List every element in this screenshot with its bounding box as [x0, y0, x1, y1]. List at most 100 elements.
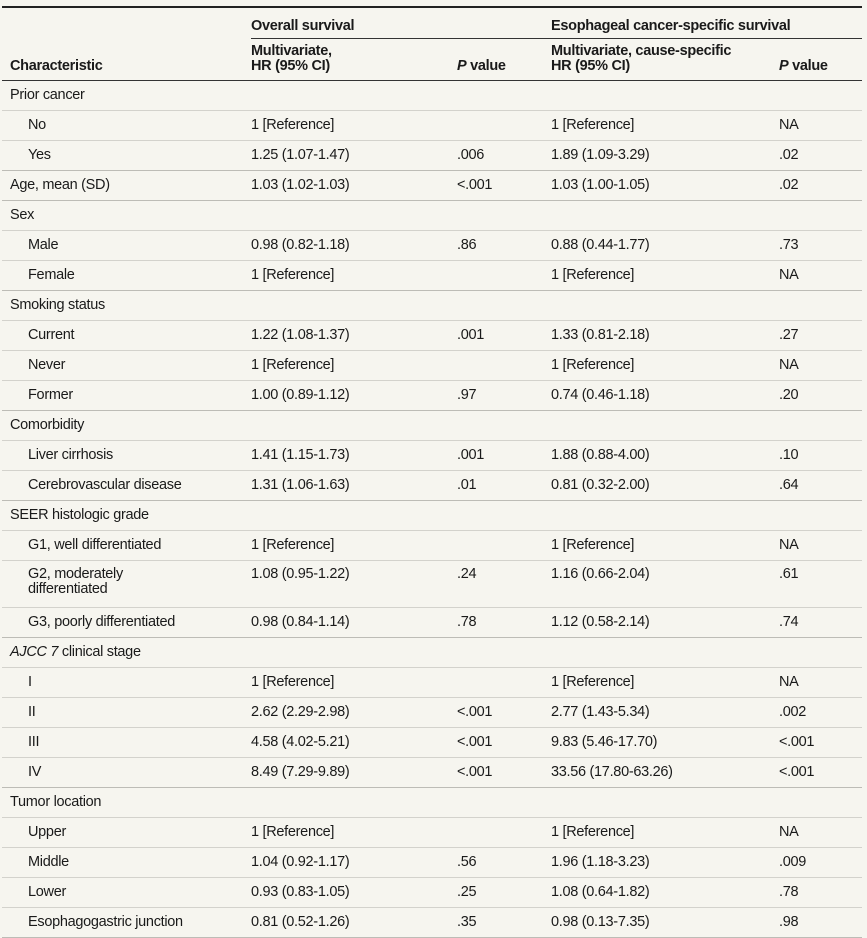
os-p-cell: .24	[457, 560, 551, 608]
characteristic-cell: G1, well differentiated	[2, 530, 251, 561]
overall-survival-header: Overall survival	[251, 18, 355, 34]
ecss-p-cell: .78	[779, 877, 862, 908]
ecss-p-cell	[779, 200, 862, 231]
ecss-p-header: P value	[779, 38, 862, 81]
os-p-header: P value	[457, 38, 551, 81]
characteristic-cell: Liver cirrhosis	[2, 440, 251, 471]
os-hr-cell: 1.03 (1.02-1.03)	[251, 170, 457, 201]
os-hr-cell: 1 [Reference]	[251, 817, 457, 848]
os-p-cell: .86	[457, 230, 551, 261]
characteristic-header: Characteristic	[2, 38, 251, 81]
characteristic-cell: SEER histologic grade	[2, 500, 251, 531]
os-hr-cell	[251, 787, 457, 818]
table-row: Cerebrovascular disease 1.31 (1.06-1.63).…	[2, 470, 862, 501]
os-hr-cell: 0.98 (0.84-1.14)	[251, 607, 457, 638]
table-row: II 2.62 (2.29-2.98) <.001 2.77 (1.43-5.34).…	[2, 697, 862, 728]
table-row: Middle 1.04 (0.92-1.17) .56 1.96 (1.18-3.23…	[2, 847, 862, 878]
os-p-cell	[457, 787, 551, 818]
characteristic-cell: Cerebrovascular disease	[2, 470, 251, 501]
ecss-hr-cell: 1.12 (0.58-2.14)	[551, 607, 779, 638]
table-row: Lower 0.93 (0.83-1.05) .25 1.08 (0.64-1.82)…	[2, 877, 862, 908]
ecss-p-cell: <.001	[779, 757, 862, 788]
ecss-hr-cell	[551, 410, 779, 441]
os-hr-cell	[251, 410, 457, 441]
os-hr-cell: 1 [Reference]	[251, 350, 457, 381]
ecss-hr-cell: 1 [Reference]	[551, 350, 779, 381]
ecss-hr-cell	[551, 787, 779, 818]
os-p-cell	[457, 817, 551, 848]
os-p-cell: .97	[457, 380, 551, 411]
ecss-hr-cell: 1.03 (1.00-1.05)	[551, 170, 779, 201]
table-row: G2, moderately differentiated 1.08 (0.95-…	[2, 560, 862, 608]
characteristic-cell: Female	[2, 260, 251, 291]
ecss-hr-cell: 1.33 (0.81-2.18)	[551, 320, 779, 351]
ecss-p-cell: NA	[779, 350, 862, 381]
table-row: Yes 1.25 (1.07-1.47) .006 1.89 (1.09-3.29).…	[2, 140, 862, 171]
ecss-hr-cell: 1.16 (0.66-2.04)	[551, 560, 779, 608]
os-p-cell: <.001	[457, 170, 551, 201]
table-row: G3, poorly differentiated 0.98 (0.84-1.14…	[2, 607, 862, 638]
ecss-hr-cell: 1.96 (1.18-3.23)	[551, 847, 779, 878]
group-header-row: Comorbidity	[2, 410, 862, 441]
os-p-cell	[457, 110, 551, 141]
os-hr-cell	[251, 637, 457, 668]
os-hr-cell	[251, 290, 457, 321]
table-row: Current 1.22 (1.08-1.37) .001 1.33 (0.81-2.…	[2, 320, 862, 351]
os-hr-cell: 1 [Reference]	[251, 667, 457, 698]
characteristic-cell: Tumor location	[2, 787, 251, 818]
table-row: Upper 1 [Reference] 1 [Reference] NA	[2, 817, 862, 848]
ecss-p-cell: .02	[779, 140, 862, 171]
characteristic-cell: Yes	[2, 140, 251, 171]
table-row: Esophagogastric junction 0.81 (0.52-1.26)…	[2, 907, 862, 938]
characteristic-cell: AJCC 7 clinical stage	[2, 637, 251, 668]
os-p-cell	[457, 290, 551, 321]
os-hr-cell: 1.08 (0.95-1.22)	[251, 560, 457, 608]
ecss-hr-cell: 0.81 (0.32-2.00)	[551, 470, 779, 501]
ecss-p-cell: .009	[779, 847, 862, 878]
os-hr-cell: 0.98 (0.82-1.18)	[251, 230, 457, 261]
group-header-row: Tumor location	[2, 787, 862, 818]
os-p-cell: .78	[457, 607, 551, 638]
os-p-cell: .006	[457, 140, 551, 171]
os-hr-cell: 1.00 (0.89-1.12)	[251, 380, 457, 411]
ecss-hr-cell: 0.74 (0.46-1.18)	[551, 380, 779, 411]
ecss-p-cell: NA	[779, 817, 862, 848]
ecss-hr-cell: 0.98 (0.13-7.35)	[551, 907, 779, 938]
os-hr-cell: 1.04 (0.92-1.17)	[251, 847, 457, 878]
characteristic-cell: Prior cancer	[2, 80, 251, 111]
characteristic-cell: Lower	[2, 877, 251, 908]
ecss-p-cell: NA	[779, 110, 862, 141]
os-hr-cell	[251, 500, 457, 531]
os-p-cell	[457, 80, 551, 111]
ecss-p-cell	[779, 637, 862, 668]
table-row: No 1 [Reference] 1 [Reference] NA	[2, 110, 862, 141]
os-p-cell	[457, 200, 551, 231]
characteristic-cell: Upper	[2, 817, 251, 848]
ecss-hr-cell: 2.77 (1.43-5.34)	[551, 697, 779, 728]
ecss-hr-cell: 1 [Reference]	[551, 530, 779, 561]
os-p-cell	[457, 667, 551, 698]
ecss-p-cell: .61	[779, 560, 862, 608]
characteristic-cell: Sex	[2, 200, 251, 231]
group-header-row: Sex	[2, 200, 862, 231]
os-hr-cell: 1.22 (1.08-1.37)	[251, 320, 457, 351]
os-hr-cell	[251, 200, 457, 231]
os-hr-cell: 4.58 (4.02-5.21)	[251, 727, 457, 758]
characteristic-cell: Current	[2, 320, 251, 351]
os-hr-cell: 1 [Reference]	[251, 260, 457, 291]
os-p-cell	[457, 410, 551, 441]
table-row: G1, well differentiated 1 [Reference] 1 [R…	[2, 530, 862, 561]
ecss-hr-cell: 1 [Reference]	[551, 260, 779, 291]
os-p-cell	[457, 637, 551, 668]
table-row: Liver cirrhosis 1.41 (1.15-1.73) .001 1.88 …	[2, 440, 862, 471]
ecss-p-cell	[779, 290, 862, 321]
os-p-cell: .001	[457, 440, 551, 471]
group-header-row: SEER histologic grade	[2, 500, 862, 531]
ecss-p-cell: .64	[779, 470, 862, 501]
os-p-cell	[457, 350, 551, 381]
characteristic-cell: Former	[2, 380, 251, 411]
ecss-hr-cell	[551, 290, 779, 321]
group-header-row: AJCC 7 clinical stage	[2, 637, 862, 668]
ecss-hr-header: Multivariate, cause-specific HR (95% CI)	[551, 38, 779, 81]
ecss-p-cell: .02	[779, 170, 862, 201]
